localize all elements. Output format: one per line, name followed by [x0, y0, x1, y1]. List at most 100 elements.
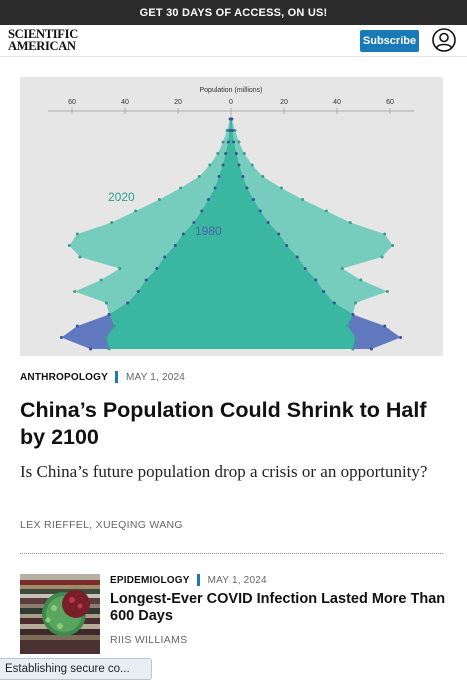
series-2020-point — [118, 267, 122, 270]
x-tick-label: 0 — [229, 99, 233, 106]
series-1980-point — [192, 221, 196, 224]
article-meta: ANTHROPOLOGY MAY 1, 2024 — [20, 370, 185, 384]
series-2020-point — [354, 336, 358, 339]
population-pyramid-chart: Population (millions) 60 40 20 0 20 40 60 2020… — [48, 87, 414, 351]
series-1980-point — [144, 278, 148, 282]
series-1980-point — [258, 209, 262, 213]
series-2020-point — [237, 140, 241, 144]
article-headline[interactable]: China’s Population Could Shrink to Half … — [20, 398, 427, 449]
series-2020-point — [104, 301, 108, 305]
user-circle-icon[interactable] — [432, 28, 456, 52]
x-tick-label: 20 — [280, 99, 288, 106]
series-1980-point — [234, 152, 238, 155]
series-2020-point — [99, 278, 103, 282]
series-1980-point — [173, 244, 177, 247]
series-2020-point — [134, 209, 138, 213]
series-2020-point — [250, 163, 254, 167]
site-header: SCIENTIFIC AMERICAN Subscribe — [0, 25, 467, 57]
series-1980-point — [126, 301, 130, 305]
series-2020-point — [391, 244, 395, 247]
x-tick-label: 20 — [174, 99, 182, 106]
series-overlap-area — [106, 119, 356, 349]
promo-banner[interactable]: GET 30 DAYS OF ACCESS, ON US! — [0, 0, 467, 25]
series-2020-point — [216, 152, 220, 155]
series-2020-point — [112, 324, 116, 328]
x-tick-label: 60 — [68, 99, 76, 106]
article-category[interactable]: ANTHROPOLOGY — [20, 371, 108, 383]
chart-title: Population (millions) — [199, 87, 262, 94]
series-1980-point — [232, 140, 236, 144]
series-1980-point — [226, 140, 230, 144]
series-1980-point — [107, 313, 111, 316]
meta2-separator — [196, 574, 200, 586]
series-1980-point — [200, 209, 204, 213]
series-1980-point — [277, 232, 281, 236]
series-1980-point — [314, 278, 318, 282]
article2-meta: EPIDEMIOLOGY MAY 1, 2024 — [110, 573, 267, 587]
site-logo[interactable]: SCIENTIFIC AMERICAN — [8, 28, 78, 53]
article2-byline[interactable]: RIIS WILLIAMS — [110, 634, 188, 646]
series-1980-point — [155, 267, 159, 270]
series-1980-point — [237, 163, 241, 167]
x-tick-label: 40 — [333, 99, 341, 106]
series-1980-point — [75, 324, 79, 328]
series-2020-point — [78, 255, 82, 259]
article-byline[interactable]: LEX RIEFFEL, XUEQING WANG — [20, 519, 183, 531]
series-2020-point — [261, 175, 265, 178]
series-2020-point — [110, 221, 114, 224]
series-1980-point — [266, 221, 270, 224]
series-1980-point — [163, 255, 167, 259]
series-1980-point — [224, 152, 228, 155]
series-1980-point — [221, 163, 225, 167]
series-1980-point — [89, 347, 93, 351]
series-label-2020: 2020 — [108, 190, 135, 204]
meta-separator — [114, 371, 118, 383]
series-2020-point — [354, 301, 358, 305]
x-tick-label: 60 — [386, 99, 394, 106]
series-2020-point — [340, 267, 344, 270]
logo-line-2: AMERICAN — [8, 39, 76, 53]
series-2020-point — [75, 232, 79, 236]
browser-status-bar: Establishing secure co... — [0, 658, 152, 680]
series-1980-point — [136, 290, 140, 293]
series-2020-point — [225, 129, 229, 132]
promo-text[interactable]: GET 30 DAYS OF ACCESS, ON US! — [139, 6, 328, 19]
series-1980-point — [285, 244, 289, 247]
article-date: MAY 1, 2024 — [125, 371, 186, 383]
series-1980-point — [245, 186, 249, 190]
series-1980-point — [303, 267, 307, 270]
series-2020-point — [346, 324, 350, 328]
series-2020-point — [385, 290, 389, 293]
article2-thumbnail[interactable] — [20, 574, 100, 654]
series-1980-point — [399, 336, 403, 339]
article2-headline[interactable]: Longest-Ever COVID Infection Lasted More… — [110, 591, 446, 624]
series-1980-point — [230, 129, 234, 132]
covid-virus-image — [20, 574, 100, 654]
series-2020-point — [157, 198, 161, 201]
series-1980-point — [228, 117, 232, 121]
subscribe-button[interactable]: Subscribe — [360, 30, 419, 52]
series-2020-point — [197, 175, 201, 178]
series-2020-point — [301, 198, 305, 201]
status-text: Establishing secure co... — [5, 663, 130, 675]
series-1980-point — [59, 336, 63, 339]
series-label-1980: 1980 — [195, 224, 222, 238]
series-2020-point — [221, 140, 225, 144]
series-1980-point — [322, 290, 326, 293]
series-2020-point — [208, 163, 212, 167]
hero-chart-image[interactable]: Population (millions) 60 40 20 0 20 40 60 2020… — [20, 77, 443, 356]
series-1980-point — [217, 175, 221, 178]
series-2020-point — [348, 221, 352, 224]
article-dek[interactable]: Is China’s future population drop a cris… — [20, 462, 428, 481]
series-1980-point — [228, 129, 232, 132]
series-2020-point — [383, 232, 387, 236]
series-2020-point — [242, 152, 246, 155]
series-2020-point — [233, 129, 237, 132]
article2-category[interactable]: EPIDEMIOLOGY — [110, 574, 190, 586]
article2-date: MAY 1, 2024 — [207, 574, 267, 586]
series-1980-point — [295, 255, 299, 259]
series-2020-point — [73, 290, 77, 293]
series-1980-point — [332, 301, 336, 305]
series-1980-point — [369, 347, 373, 351]
series-2020-point — [380, 255, 384, 259]
